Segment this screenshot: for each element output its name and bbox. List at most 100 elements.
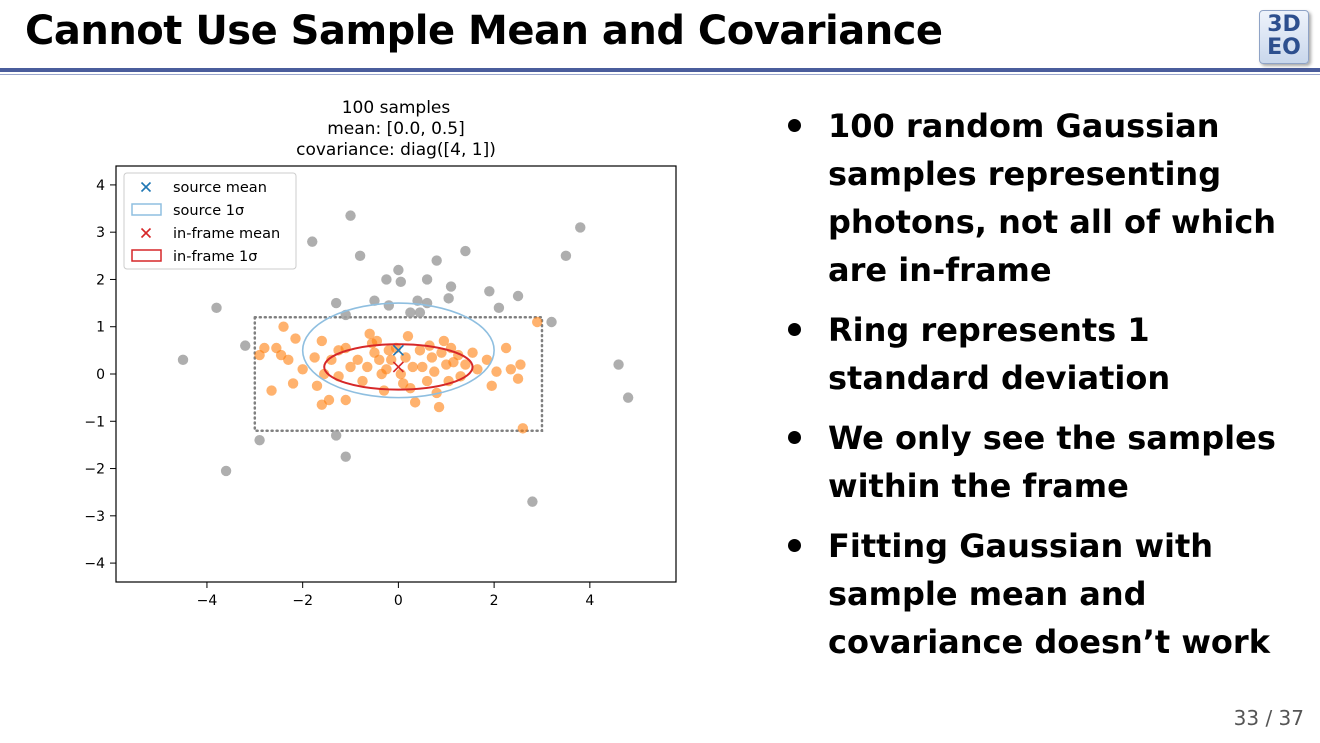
in-frame-point — [326, 354, 337, 366]
in-frame-point — [491, 366, 502, 377]
slide-title: Cannot Use Sample Mean and Covariance — [25, 8, 943, 54]
out-of-frame-point — [395, 276, 406, 288]
out-of-frame-point — [220, 465, 232, 477]
out-of-frame-point — [527, 496, 538, 507]
out-of-frame-point — [445, 281, 457, 292]
in-frame-point — [467, 347, 478, 358]
y-tick-label: −2 — [84, 462, 105, 478]
y-tick-label: −3 — [84, 509, 105, 525]
bullet-text: We only see the samples within the frame — [828, 419, 1276, 505]
source-1sigma-ring — [301, 302, 495, 399]
source-mean-marker-stroke — [392, 344, 404, 356]
out-of-frame-point — [354, 250, 366, 262]
out-of-frame-point — [431, 255, 442, 266]
in-frame-point — [340, 394, 351, 406]
in-frame-point — [287, 378, 299, 389]
legend-in-frame-ring-icon — [131, 249, 162, 262]
legend-label: in-frame mean — [173, 226, 280, 242]
in-frame-point — [414, 345, 426, 356]
in-frame-point — [431, 387, 442, 399]
page-separator: / — [1259, 706, 1279, 730]
in-frame-mean-marker-stroke — [392, 361, 404, 373]
out-of-frame-point — [484, 286, 495, 297]
in-frame-point — [352, 354, 363, 366]
in-frame-point — [409, 397, 421, 408]
in-frame-point — [481, 354, 493, 366]
in-frame-point — [505, 364, 517, 375]
out-of-frame-point — [460, 245, 471, 257]
out-of-frame-point — [613, 359, 624, 370]
out-of-frame-point — [512, 290, 524, 302]
bullet-dot — [788, 323, 801, 336]
out-of-frame-point — [575, 222, 586, 233]
legend-source-mean-icon-stroke — [140, 181, 152, 193]
out-of-frame-point — [369, 295, 380, 306]
out-of-frame-point — [177, 354, 189, 366]
in-frame-point — [316, 335, 328, 347]
legend-source-ring-icon — [131, 203, 162, 216]
y-tick-label: 1 — [96, 320, 105, 336]
out-of-frame-point — [546, 316, 557, 328]
legend-box — [123, 172, 297, 270]
out-of-frame-point — [414, 307, 426, 318]
out-of-frame-point — [421, 274, 433, 285]
bullet-item: Ring represents 1 standard deviation — [786, 306, 1306, 402]
out-of-frame-point — [560, 250, 572, 262]
source-mean-marker — [392, 344, 404, 356]
3deo-logo: 3D EO — [1259, 10, 1309, 64]
out-of-frame-point — [345, 210, 356, 221]
in-frame-point — [402, 330, 414, 342]
in-frame-point — [433, 401, 445, 413]
in-frame-point — [512, 373, 524, 384]
out-of-frame-point — [383, 300, 395, 311]
out-of-frame-point — [381, 274, 392, 285]
chart-title-line: covariance: diag([4, 1]) — [296, 140, 496, 160]
bullet-item: 100 random Gaussian samples representing… — [786, 102, 1306, 294]
y-tick-label: 4 — [96, 178, 105, 194]
in-frame-point — [515, 359, 526, 370]
in-frame-point — [290, 333, 301, 344]
y-tick-label: −1 — [84, 414, 105, 430]
chart-title-line: 100 samples — [342, 98, 451, 118]
in-frame-point — [323, 394, 335, 406]
in-frame-point — [421, 375, 433, 387]
out-of-frame-point — [421, 297, 433, 309]
legend-label: source mean — [173, 180, 267, 196]
in-frame-1sigma-ring — [323, 343, 474, 391]
legend-in-frame-mean-icon — [140, 227, 152, 239]
in-frame-point — [311, 380, 323, 392]
in-frame-point — [357, 375, 368, 387]
title-rule-thin — [0, 74, 1320, 75]
out-of-frame-point — [211, 302, 222, 314]
bullet-dot — [788, 119, 801, 132]
in-frame-point — [438, 335, 450, 347]
legend-source-mean-icon — [140, 181, 152, 193]
bullet-text: 100 random Gaussian samples representing… — [828, 107, 1277, 289]
chart-legend: source mean source 1σ in-frame mean in-fram… — [123, 172, 297, 270]
x-tick-label: 2 — [490, 593, 499, 609]
in-frame-point — [259, 342, 270, 354]
in-frame-mean-marker — [392, 361, 404, 373]
title-rule — [0, 68, 1320, 72]
x-tick-label: −4 — [197, 593, 218, 609]
bullet-list: 100 random Gaussian samples representing… — [786, 102, 1306, 678]
in-frame-point — [486, 380, 497, 392]
in-frame-point — [500, 342, 512, 354]
bullet-text: Fitting Gaussian with sample mean and co… — [828, 527, 1270, 661]
bullet-item: Fitting Gaussian with sample mean and co… — [786, 522, 1306, 666]
in-frame-point — [429, 366, 440, 377]
legend-label: in-frame 1σ — [173, 249, 257, 265]
out-of-frame-point — [622, 392, 634, 403]
out-of-frame-point — [330, 430, 342, 441]
in-frame-point — [309, 352, 320, 363]
chart-title-line: mean: [0.0, 0.5] — [327, 119, 465, 139]
legend-label: source 1σ — [173, 203, 244, 219]
y-tick-label: −4 — [84, 556, 105, 572]
y-tick-label: 3 — [96, 225, 105, 241]
in-frame-point — [297, 364, 308, 375]
in-frame-point — [371, 335, 383, 347]
x-tick-label: −2 — [292, 593, 313, 609]
in-frame-point — [266, 385, 277, 396]
y-tick-label: 0 — [96, 367, 105, 383]
